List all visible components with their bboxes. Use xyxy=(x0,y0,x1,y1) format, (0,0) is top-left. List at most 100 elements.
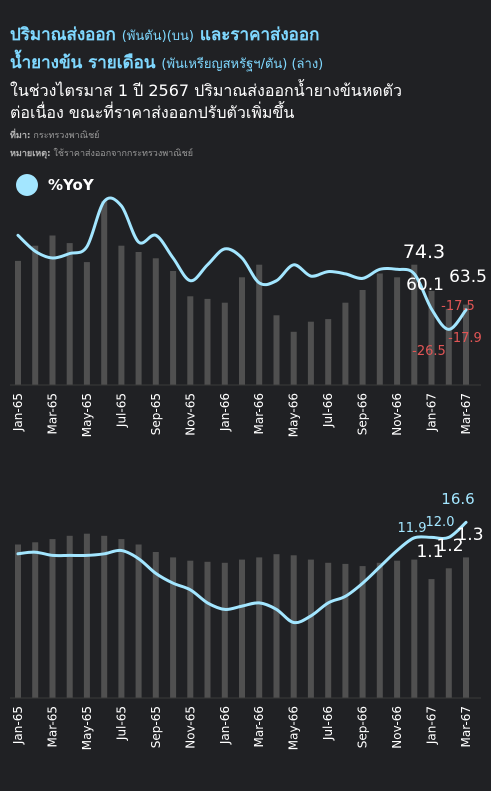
bar-Jul-65 xyxy=(118,245,125,385)
x-tick-label: Jan-66 xyxy=(218,706,232,745)
legend-swatch xyxy=(16,174,38,196)
yoy-line xyxy=(16,196,468,331)
bar-Mar-67 xyxy=(463,304,469,385)
x-tick-label: Nov-65 xyxy=(183,393,197,436)
chart-subtitle: ในช่วงไตรมาส 1 ปี 2567 ปริมาณส่งออกน้ำยา… xyxy=(10,80,485,124)
bar-Jul-66 xyxy=(325,562,332,698)
bar-Feb-67 xyxy=(445,568,452,698)
bar-Apr-66 xyxy=(273,554,280,698)
bar-value-label: 60.1 xyxy=(406,275,444,295)
bar-May-66 xyxy=(290,555,297,698)
bar-Jan-65 xyxy=(15,544,21,698)
x-tick-label: Jul-66 xyxy=(321,393,335,428)
bar-Jun-66 xyxy=(307,321,314,385)
title-line1-main2: และราคาส่งออก xyxy=(199,25,320,45)
bar-Jun-65 xyxy=(101,535,108,698)
bar-May-66 xyxy=(290,331,297,385)
x-tick-label: Mar-65 xyxy=(45,706,59,747)
bar-Oct-66 xyxy=(376,562,383,698)
bar-Dec-66 xyxy=(411,264,418,385)
yoy-value-label: -17.9 xyxy=(448,331,482,346)
x-tick-label: Jan-67 xyxy=(425,393,439,432)
x-tick-label: Mar-66 xyxy=(252,393,266,434)
subtitle-line1: ในช่วงไตรมาส 1 ปี 2567 ปริมาณส่งออกน้ำยา… xyxy=(10,81,403,100)
x-tick-label: Mar-66 xyxy=(252,706,266,747)
title-line1-unit: (พันตัน)(บน) xyxy=(121,29,194,44)
bar-Feb-65 xyxy=(32,542,39,698)
yoy-value-label: -26.5 xyxy=(412,344,446,359)
x-tick-label: Jan-67 xyxy=(425,706,439,745)
chart-title: ปริมาณส่งออก (พันตัน)(บน) และราคาส่งออก … xyxy=(10,22,485,78)
note-label: หมายเหตุ: xyxy=(10,149,51,159)
bar-Mar-66 xyxy=(256,557,263,698)
x-tick-label: May-66 xyxy=(287,706,301,750)
x-tick-label: Sep-66 xyxy=(356,393,370,435)
bar-value-label: 1.3 xyxy=(456,525,483,545)
bar-Nov-66 xyxy=(394,277,401,385)
bar-Aug-66 xyxy=(342,563,349,698)
bar-Sep-66 xyxy=(359,290,366,385)
bar-Nov-65 xyxy=(187,296,194,385)
bar-Nov-66 xyxy=(394,560,401,698)
bar-Jul-65 xyxy=(118,539,125,698)
x-tick-label: Mar-67 xyxy=(459,706,473,747)
yoy-line xyxy=(16,520,468,625)
yoy-value-label: 16.6 xyxy=(441,490,474,508)
x-tick-label: Jan-65 xyxy=(11,706,25,745)
bar-Feb-67 xyxy=(445,308,452,385)
bar-Jan-65 xyxy=(15,260,21,385)
bar-Oct-65 xyxy=(170,557,177,698)
source-note: ที่มา: กระทรวงพาณิชย์ xyxy=(10,128,99,142)
x-tick-label: Jul-66 xyxy=(321,706,335,741)
bar-Jan-66 xyxy=(221,302,228,385)
bar-value-label: 74.3 xyxy=(403,241,445,263)
x-tick-label: Nov-66 xyxy=(390,393,404,436)
bar-Apr-66 xyxy=(273,315,280,385)
bar-Feb-66 xyxy=(239,559,245,698)
bar-Jan-67 xyxy=(428,579,435,698)
bar-Apr-65 xyxy=(66,243,73,385)
bar-Sep-65 xyxy=(152,552,159,698)
x-tick-label: Jan-65 xyxy=(11,393,25,432)
bar-value-label: 1.2 xyxy=(436,536,463,556)
bar-Aug-66 xyxy=(342,302,349,385)
x-tick-label: Mar-67 xyxy=(459,393,473,434)
title-line1-main: ปริมาณส่งออก xyxy=(10,25,116,45)
x-tick-label: May-65 xyxy=(80,393,94,437)
volume-chart: Jan-65 Mar-65 May-65 Jul-65 Sep-65 Nov-65 Jan-… xyxy=(10,196,487,437)
bar-value-label: 63.5 xyxy=(449,267,487,287)
bar-value-label: 1.1 xyxy=(416,542,443,562)
bar-Jan-66 xyxy=(221,562,228,698)
bar-May-65 xyxy=(83,262,90,385)
title-line2-unit: (พันเหรียญสหรัฐฯ/ตัน) (ล่าง) xyxy=(161,57,324,72)
x-tick-label: May-65 xyxy=(80,706,94,750)
bar-Feb-66 xyxy=(239,277,245,385)
legend: %YoY xyxy=(16,174,94,196)
bar-Mar-67 xyxy=(463,557,469,698)
bar-Oct-65 xyxy=(170,271,177,385)
x-tick-label: Sep-65 xyxy=(149,706,163,748)
bar-Jul-66 xyxy=(325,319,332,385)
bar-Oct-66 xyxy=(376,273,383,385)
note-text: ใช้ราคาส่งออกจากกระทรวงพาณิชย์ xyxy=(53,149,193,159)
remark-note: หมายเหตุ: ใช้ราคาส่งออกจากกระทรวงพาณิชย์ xyxy=(10,146,193,160)
x-tick-label: Jul-65 xyxy=(114,393,128,428)
bar-Dec-65 xyxy=(204,298,211,385)
bar-Mar-65 xyxy=(49,235,56,385)
bar-Jun-66 xyxy=(307,559,314,698)
bar-Jun-65 xyxy=(101,201,108,385)
bar-Jan-67 xyxy=(428,290,435,385)
bar-May-65 xyxy=(83,533,90,698)
bar-Sep-65 xyxy=(152,258,159,385)
bar-Mar-65 xyxy=(49,539,56,698)
legend-label: %YoY xyxy=(48,176,94,194)
bar-Dec-66 xyxy=(411,559,418,698)
source-text: กระทรวงพาณิชย์ xyxy=(33,131,100,141)
bar-Aug-65 xyxy=(135,252,142,385)
bar-Aug-65 xyxy=(135,544,142,698)
x-tick-label: Jul-65 xyxy=(114,706,128,741)
yoy-value-label: 12.0 xyxy=(426,515,455,530)
bar-Sep-66 xyxy=(359,566,366,698)
x-tick-label: Sep-66 xyxy=(356,706,370,748)
bar-Dec-65 xyxy=(204,561,211,698)
